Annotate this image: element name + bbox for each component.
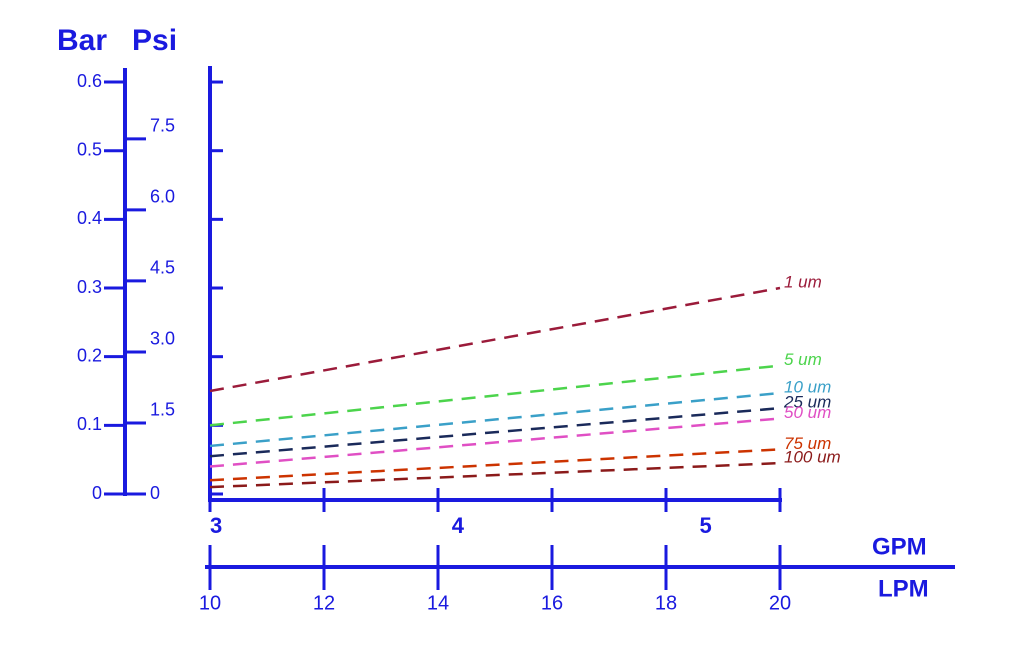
y-tick-label: 0.1	[77, 414, 102, 434]
y-tick-label: 0	[92, 483, 102, 503]
x2-tick-label: 3	[210, 513, 222, 538]
x-tick-label: 14	[427, 592, 449, 614]
series-label: 5 um	[784, 350, 822, 369]
y-tick-label: 0.4	[77, 208, 102, 228]
x-axis-title: LPM	[878, 575, 929, 602]
series-line	[209, 391, 781, 448]
series-line	[209, 448, 781, 482]
x-tick-label: 18	[655, 592, 677, 614]
y2-tick-label: 3.0	[150, 329, 175, 349]
x2-axis-title: GPM	[872, 533, 927, 560]
y2-tick-label: 4.5	[150, 258, 175, 278]
y-tick-label: 0.2	[77, 345, 102, 365]
x-tick-label: 10	[199, 592, 221, 614]
series-label: 25 um	[783, 393, 831, 412]
series-line	[209, 364, 781, 427]
y2-tick-label: 7.5	[150, 116, 175, 136]
y-tick-label: 0.6	[77, 71, 102, 91]
series-line	[209, 286, 781, 393]
y-tick-label: 0.3	[77, 277, 102, 297]
series-line	[209, 417, 781, 468]
y2-axis-title: Psi	[132, 24, 177, 57]
series-label: 1 um	[784, 273, 822, 292]
series-label: 10 um	[784, 378, 831, 397]
y2-tick-label: 1.5	[150, 400, 175, 420]
series-line	[209, 406, 781, 458]
x-tick-label: 16	[541, 592, 563, 614]
x2-tick-label: 5	[700, 513, 712, 538]
x2-tick-label: 4	[452, 513, 465, 538]
x-tick-label: 12	[313, 592, 335, 614]
x-tick-label: 20	[769, 592, 791, 614]
y-tick-label: 0.5	[77, 139, 102, 159]
series-label: 50 um	[784, 403, 831, 422]
y-axis-title: Bar	[57, 24, 107, 57]
y2-tick-label: 6.0	[150, 187, 175, 207]
series-line	[209, 461, 781, 489]
series-label: 100 um	[784, 448, 841, 467]
series-label: 75 um	[784, 434, 831, 453]
y2-tick-label: 0	[150, 483, 160, 503]
